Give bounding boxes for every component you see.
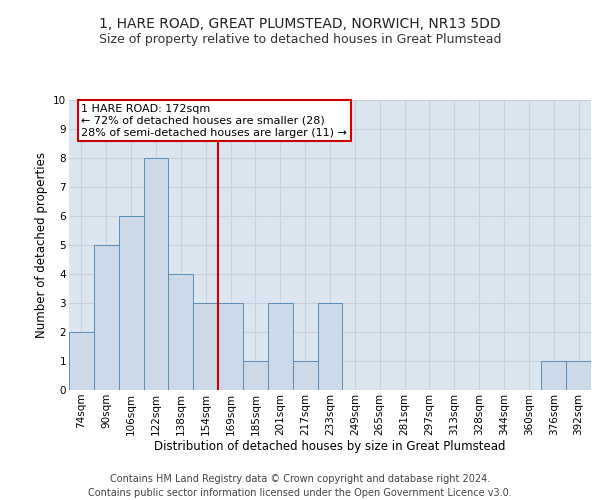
Bar xyxy=(119,216,143,390)
Bar xyxy=(293,361,317,390)
Y-axis label: Number of detached properties: Number of detached properties xyxy=(35,152,47,338)
Bar xyxy=(94,245,119,390)
Text: 1 HARE ROAD: 172sqm
← 72% of detached houses are smaller (28)
28% of semi-detach: 1 HARE ROAD: 172sqm ← 72% of detached ho… xyxy=(82,104,347,138)
Bar xyxy=(268,303,293,390)
Bar xyxy=(69,332,94,390)
Bar xyxy=(143,158,169,390)
Bar xyxy=(566,361,591,390)
Text: Size of property relative to detached houses in Great Plumstead: Size of property relative to detached ho… xyxy=(99,32,501,46)
Bar xyxy=(169,274,193,390)
Bar xyxy=(317,303,343,390)
Bar xyxy=(541,361,566,390)
Text: Contains HM Land Registry data © Crown copyright and database right 2024.
Contai: Contains HM Land Registry data © Crown c… xyxy=(88,474,512,498)
Text: 1, HARE ROAD, GREAT PLUMSTEAD, NORWICH, NR13 5DD: 1, HARE ROAD, GREAT PLUMSTEAD, NORWICH, … xyxy=(99,18,501,32)
Bar xyxy=(193,303,218,390)
Bar xyxy=(243,361,268,390)
Bar xyxy=(218,303,243,390)
X-axis label: Distribution of detached houses by size in Great Plumstead: Distribution of detached houses by size … xyxy=(154,440,506,454)
